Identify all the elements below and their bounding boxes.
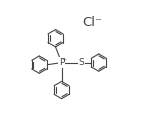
Text: +: + [62, 57, 67, 62]
Text: S: S [78, 58, 84, 67]
Text: P: P [59, 58, 64, 67]
Text: Cl⁻: Cl⁻ [82, 16, 102, 29]
